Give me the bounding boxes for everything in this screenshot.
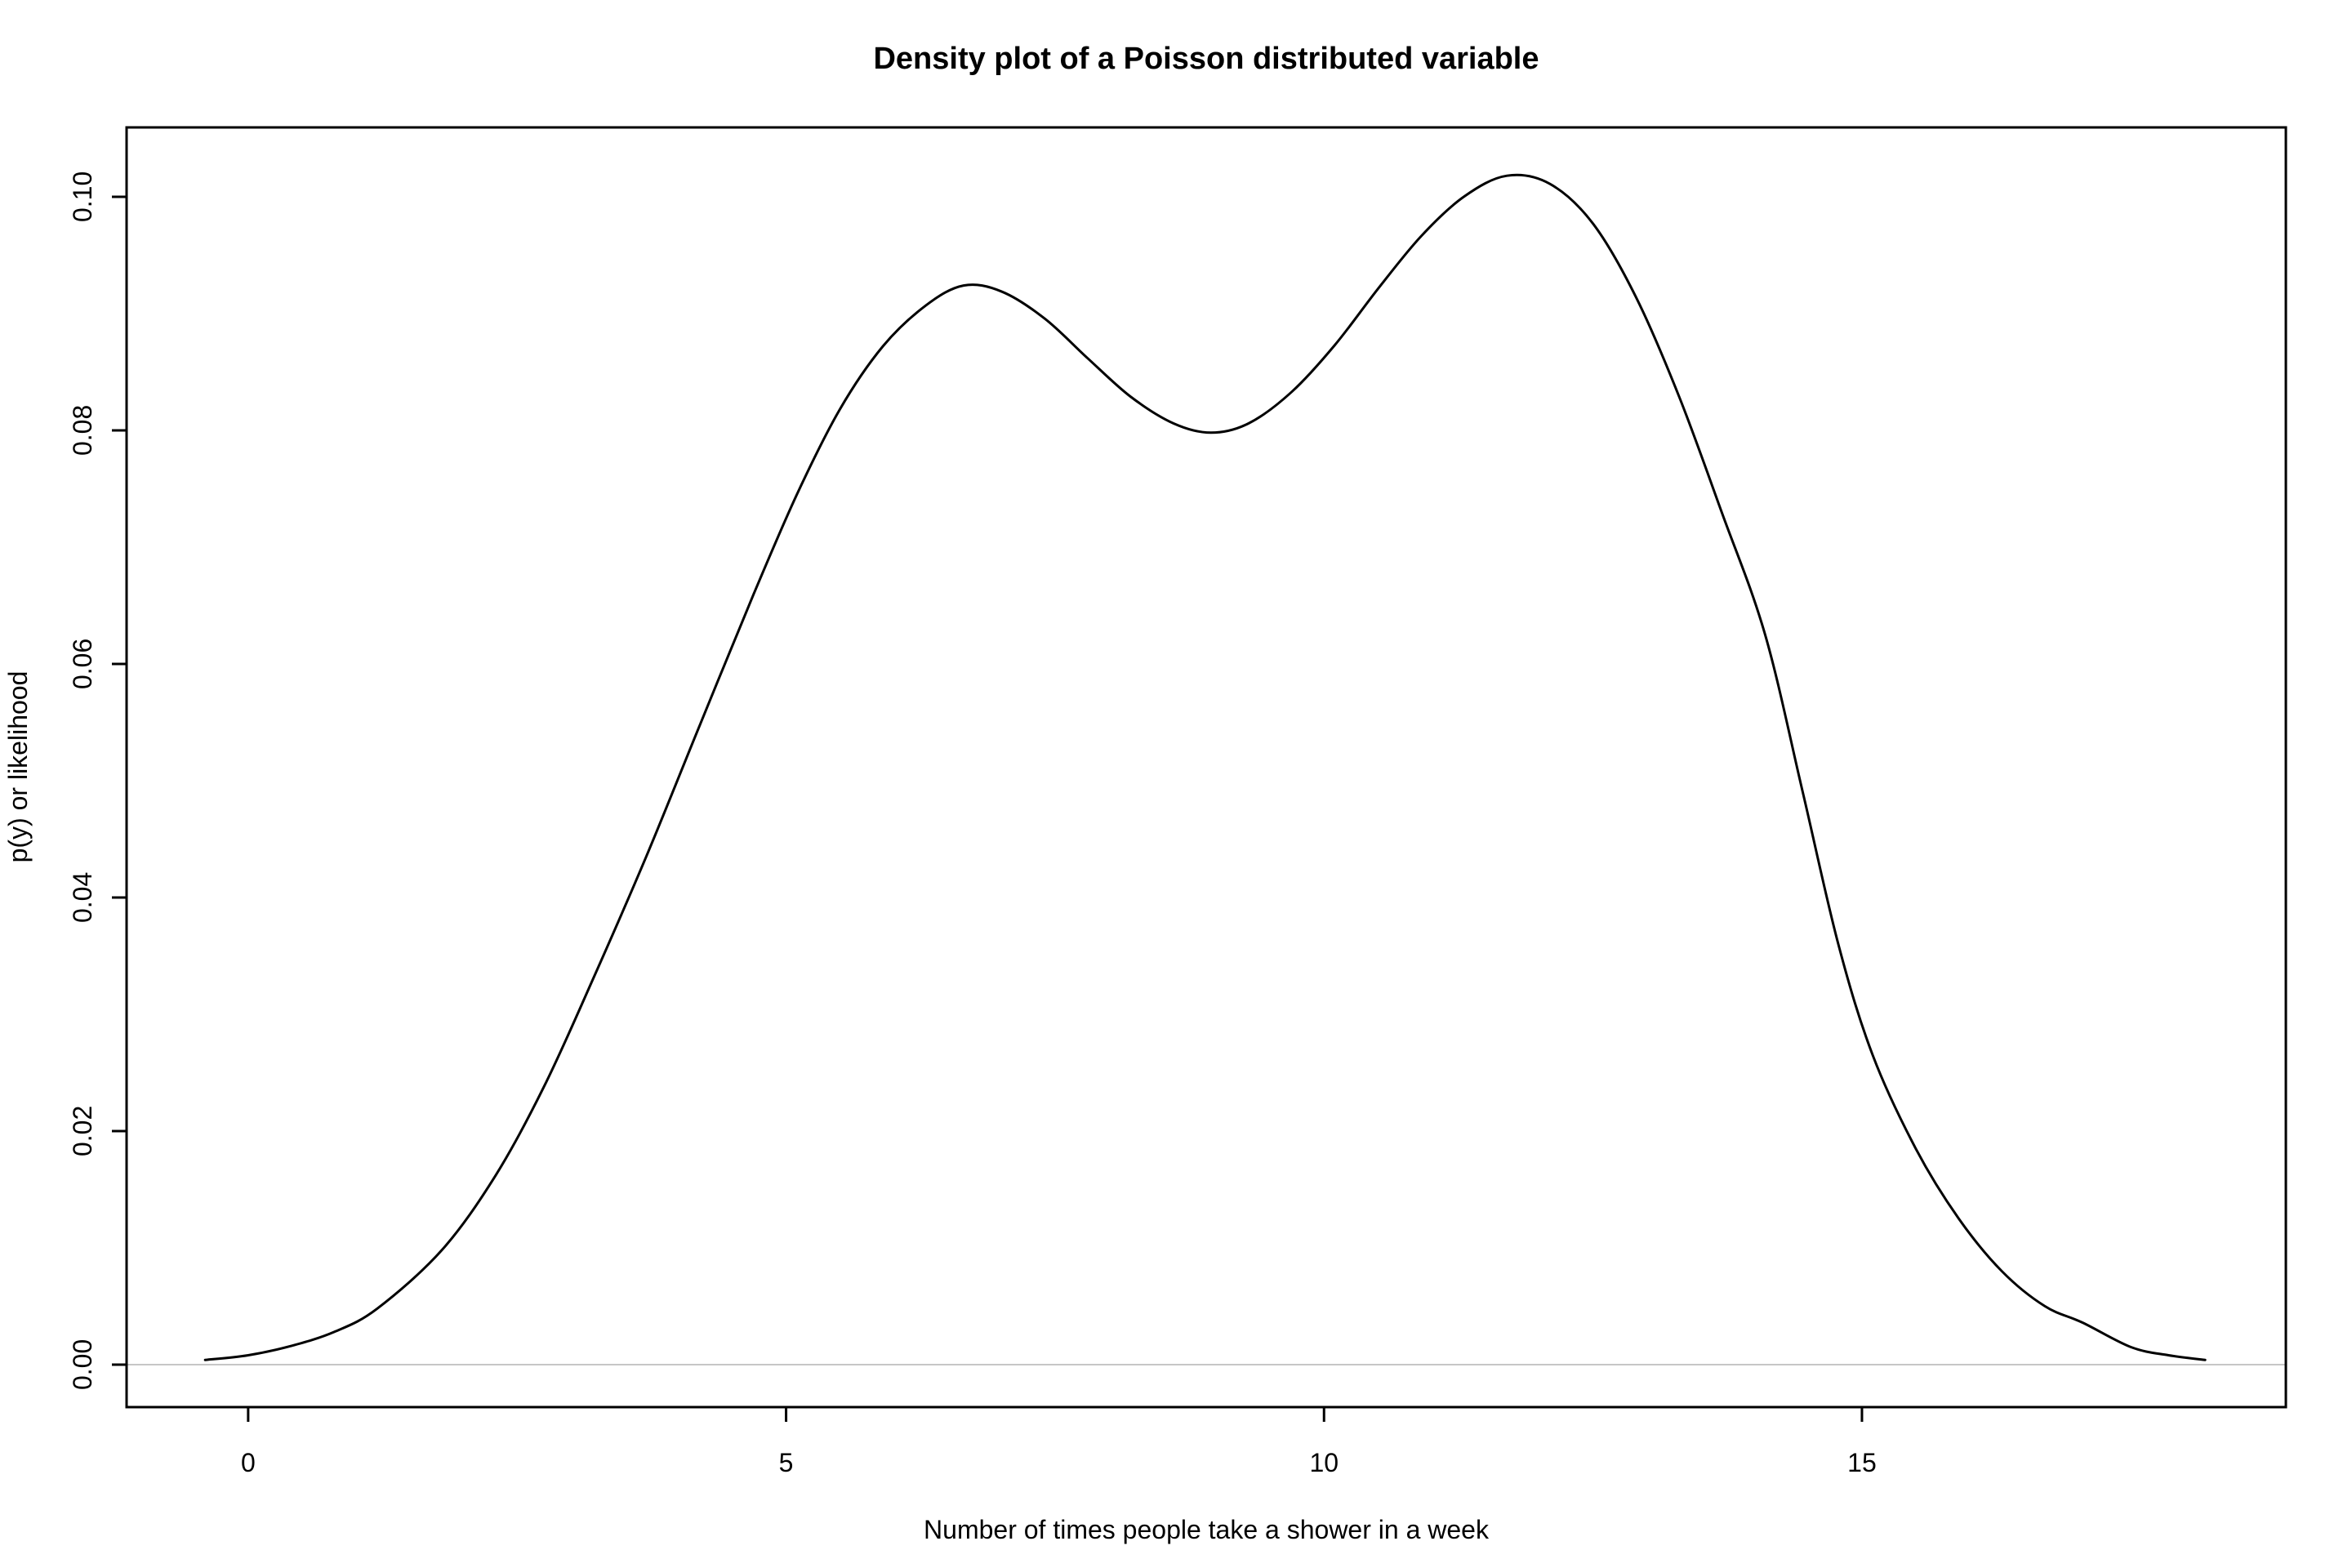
x-tick-label: 15: [1847, 1448, 1877, 1477]
y-tick-label: 0.00: [68, 1339, 97, 1390]
y-tick-label: 0.08: [68, 405, 97, 456]
x-axis-label: Number of times people take a shower in …: [924, 1515, 1490, 1544]
x-tick-label: 5: [779, 1448, 794, 1477]
x-axis: 0 5 10 15: [241, 1407, 1877, 1477]
chart-title: Density plot of a Poisson distributed va…: [873, 42, 1539, 76]
plot-box: [125, 126, 2287, 1409]
y-axis: 0.00 0.02 0.04 0.06 0.08 0.10: [68, 172, 127, 1390]
density-curve: [203, 173, 2207, 1361]
y-tick-label: 0.06: [68, 639, 97, 689]
x-tick-label: 0: [241, 1448, 256, 1477]
y-axis-label: p(y) or likelihood: [3, 671, 33, 863]
y-tick-label: 0.02: [68, 1106, 97, 1156]
y-tick-label: 0.10: [68, 172, 97, 222]
x-tick-label: 10: [1309, 1448, 1339, 1477]
y-tick-label: 0.04: [68, 872, 97, 923]
